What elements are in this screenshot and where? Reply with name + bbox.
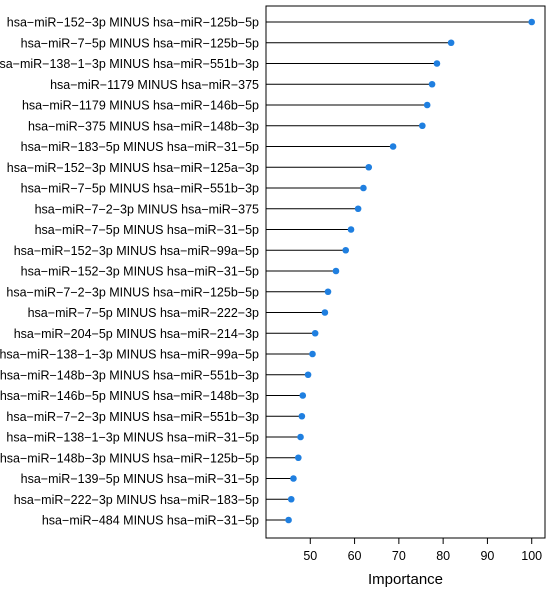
- data-point: [342, 246, 350, 254]
- data-point: [297, 433, 304, 441]
- category-label: hsa−miR−204−5p MINUS hsa−miR−214−3p: [14, 327, 259, 341]
- plot-frame: [265, 5, 546, 539]
- x-axis-title: Importance: [368, 571, 443, 588]
- data-point: [423, 101, 431, 109]
- data-point: [528, 18, 536, 26]
- x-axis-ticks: 50 60 70 80 90 100: [303, 538, 542, 563]
- category-label: hsa−miR−7−5p MINUS hsa−miR−222−3p: [28, 306, 259, 320]
- data-point: [433, 60, 441, 67]
- category-label: hsa−miR−222−3p MINUS hsa−miR−183−5p: [14, 493, 259, 507]
- category-label: hsa−miR−139−5p MINUS hsa−miR−31−5p: [21, 472, 259, 486]
- data-point: [287, 495, 295, 503]
- data-point: [290, 475, 297, 482]
- data-point: [295, 454, 302, 462]
- points: [285, 18, 536, 524]
- x-tick-label: 60: [348, 549, 362, 563]
- data-point: [360, 184, 367, 192]
- category-label: hsa−miR−148b−3p MINUS hsa−miR−125b−5p: [0, 451, 259, 465]
- data-point: [389, 143, 397, 150]
- category-label: hsa−miR−7−2−3p MINUS hsa−miR−125b−5p: [6, 285, 259, 299]
- category-label: hsa−miR−183−5p MINUS hsa−miR−31−5p: [21, 140, 259, 154]
- category-label: hsa−miR−138−1−3p MINUS hsa−miR−99a−5p: [0, 348, 259, 362]
- x-tick-label: 80: [436, 549, 450, 563]
- category-label: hsa−miR−138−1−3p MINUS hsa−miR−31−5p: [6, 431, 259, 445]
- category-label: hsa−miR−7−2−3p MINUS hsa−miR−551b−3p: [6, 410, 259, 424]
- x-tick-label: 50: [303, 549, 317, 563]
- category-label: hsa−miR−138−1−3p MINUS hsa−miR−551b−3p: [0, 57, 259, 71]
- category-label: hsa−miR−1179 MINUS hsa−miR−375: [50, 78, 259, 92]
- category-label: hsa−miR−152−3p MINUS hsa−miR−99a−5p: [14, 244, 259, 258]
- data-point: [365, 163, 373, 171]
- category-labels: hsa−miR−152−3p MINUS hsa−miR−125b−5p hsa−…: [0, 16, 259, 528]
- x-tick-label: 70: [392, 549, 406, 563]
- data-point: [332, 267, 340, 275]
- data-point: [321, 309, 329, 316]
- category-label: hsa−miR−1179 MINUS hsa−miR−146b−5p: [22, 99, 259, 113]
- data-point: [304, 371, 312, 379]
- data-point: [347, 226, 355, 233]
- category-label: hsa−miR−7−5p MINUS hsa−miR−31−5p: [35, 223, 259, 237]
- data-point: [309, 350, 316, 358]
- category-label: hsa−miR−7−2−3p MINUS hsa−miR−375: [35, 202, 259, 216]
- category-label: hsa−miR−152−3p MINUS hsa−miR−125a−3p: [7, 161, 259, 175]
- category-label: hsa−miR−148b−3p MINUS hsa−miR−551b−3p: [0, 368, 259, 382]
- category-label: hsa−miR−7−5p MINUS hsa−miR−551b−3p: [21, 182, 259, 196]
- data-point: [354, 205, 362, 213]
- category-label: hsa−miR−152−3p MINUS hsa−miR−31−5p: [21, 265, 259, 279]
- category-label: hsa−miR−152−3p MINUS hsa−miR−125b−5p: [7, 16, 259, 30]
- stems: [266, 21, 532, 521]
- data-point: [419, 122, 426, 130]
- category-label: hsa−miR−484 MINUS hsa−miR−31−5p: [42, 514, 259, 528]
- data-point: [299, 392, 307, 399]
- x-tick-label: 100: [521, 549, 542, 563]
- category-label: hsa−miR−375 MINUS hsa−miR−148b−3p: [28, 119, 259, 133]
- category-label: hsa−miR−146b−5p MINUS hsa−miR−148b−3p: [0, 389, 259, 403]
- data-point: [311, 329, 319, 337]
- data-point: [324, 288, 332, 296]
- data-point: [447, 39, 455, 47]
- data-point: [298, 412, 306, 420]
- category-label: hsa−miR−7−5p MINUS hsa−miR−125b−5p: [21, 36, 259, 50]
- data-point: [428, 80, 436, 88]
- data-point: [285, 516, 292, 524]
- x-tick-label: 90: [480, 549, 494, 563]
